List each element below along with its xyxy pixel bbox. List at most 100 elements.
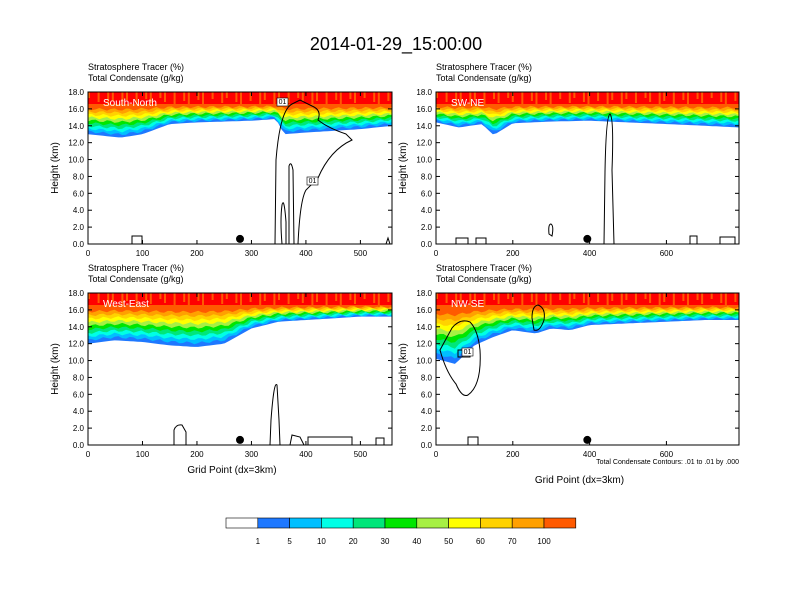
x-tick-label: 400 bbox=[583, 450, 597, 459]
x-tick-label: 500 bbox=[354, 249, 368, 258]
tracer-streak bbox=[587, 92, 590, 106]
condensate-contour bbox=[375, 437, 385, 445]
tracer-streak bbox=[235, 293, 238, 303]
tracer-streak bbox=[173, 293, 176, 307]
tracer-streak bbox=[597, 92, 600, 101]
contour-label: 01 bbox=[279, 99, 287, 106]
tracer-streak bbox=[387, 293, 390, 302]
tracer-streak bbox=[173, 92, 176, 106]
colorbar-label: 100 bbox=[537, 537, 551, 546]
condensate-contour bbox=[603, 113, 615, 244]
tracer-streak bbox=[511, 293, 514, 303]
tracer-streak bbox=[111, 92, 114, 101]
tracer-streak bbox=[611, 293, 614, 301]
tracer-streak bbox=[211, 92, 214, 99]
panel-south-north: 01 01 South-North Stratosphere Tracer (%)To… bbox=[50, 62, 393, 258]
tracer-streak bbox=[483, 293, 486, 305]
y-tick-label: 0.0 bbox=[73, 240, 85, 249]
colorbar-box bbox=[416, 517, 449, 529]
panel-title-tracer: Stratosphere Tracer (%) bbox=[436, 263, 532, 273]
condensate-contour bbox=[173, 424, 187, 445]
y-tick-label: 6.0 bbox=[421, 390, 433, 399]
colorbar-label: 50 bbox=[444, 537, 453, 546]
y-axis-label: Height (km) bbox=[50, 142, 61, 194]
plot-area: 01 bbox=[436, 293, 739, 445]
tracer-streak bbox=[339, 92, 342, 104]
condensate-contour bbox=[269, 383, 281, 445]
tracer-streak bbox=[559, 92, 562, 99]
y-tick-label: 12.0 bbox=[68, 139, 84, 148]
x-tick-label: 0 bbox=[86, 450, 91, 459]
colorbar-label: 5 bbox=[287, 537, 292, 546]
tracer-streak bbox=[202, 293, 204, 305]
y-tick-label: 10.0 bbox=[416, 156, 432, 165]
y-tick-label: 6.0 bbox=[73, 189, 85, 198]
tracer-streak bbox=[263, 293, 266, 301]
tracer-streak bbox=[530, 293, 533, 302]
tracer-streak bbox=[696, 293, 699, 300]
tracer-streak bbox=[354, 293, 356, 304]
tracer-streak bbox=[273, 92, 276, 104]
tracer-streak bbox=[339, 293, 342, 305]
tracer-streak bbox=[686, 92, 689, 104]
tracer-streak bbox=[663, 293, 666, 302]
colorbar-label: 40 bbox=[412, 537, 421, 546]
panel-title-condensate: Total Condensate (g/kg) bbox=[88, 73, 184, 83]
tracer-streak bbox=[644, 293, 647, 299]
y-tick-label: 4.0 bbox=[421, 407, 433, 416]
tracer-streak bbox=[625, 92, 628, 99]
tracer-streak bbox=[686, 293, 689, 305]
tracer-streak bbox=[734, 293, 737, 302]
y-tick-label: 0.0 bbox=[421, 240, 433, 249]
tracer-streak bbox=[582, 293, 585, 303]
colorbar-box bbox=[448, 517, 481, 529]
tracer-streak bbox=[459, 293, 462, 302]
x-tick-label: 300 bbox=[245, 450, 259, 459]
plot-frame bbox=[87, 91, 393, 245]
tracer-streak bbox=[663, 92, 666, 101]
tracer-streak bbox=[316, 92, 318, 101]
tracer-streak bbox=[149, 92, 152, 103]
tracer-streak bbox=[597, 293, 600, 302]
y-tick-label: 0.0 bbox=[421, 441, 433, 450]
y-tick-label: 18.0 bbox=[68, 289, 84, 298]
tracer-streak bbox=[273, 293, 276, 305]
y-tick-label: 4.0 bbox=[73, 206, 85, 215]
condensate-contour bbox=[689, 235, 698, 244]
tracer-streak bbox=[549, 293, 552, 305]
tracer-streak bbox=[187, 92, 190, 105]
colorbar-box bbox=[384, 517, 418, 529]
tracer-streak bbox=[259, 293, 262, 306]
condensate-contour bbox=[531, 304, 545, 331]
tracer-streak bbox=[240, 293, 242, 307]
plot-frame bbox=[435, 292, 740, 446]
location-marker bbox=[236, 435, 244, 444]
x-tick-label: 0 bbox=[86, 249, 91, 258]
tracer-streak bbox=[469, 92, 472, 105]
tracer-streak bbox=[164, 293, 166, 303]
tracer-streak bbox=[620, 92, 623, 104]
tracer-streak bbox=[259, 92, 262, 105]
tracer-streak bbox=[682, 293, 685, 301]
y-tick-label: 16.0 bbox=[416, 306, 432, 315]
region-label: West-East bbox=[103, 299, 149, 310]
tracer-streak bbox=[377, 92, 380, 106]
tracer-streak bbox=[301, 293, 304, 303]
tracer-streak bbox=[126, 293, 128, 301]
tracer-streak bbox=[573, 92, 576, 98]
tracer-streak bbox=[649, 92, 652, 102]
tracer-streak bbox=[297, 293, 300, 299]
y-tick-label: 16.0 bbox=[68, 105, 84, 114]
y-tick-label: 10.0 bbox=[68, 156, 84, 165]
condensate-contour bbox=[274, 99, 353, 244]
panel-title-condensate: Total Condensate (g/kg) bbox=[436, 274, 532, 284]
contour-footnote: Total Condensate Contours: .01 to .01 by… bbox=[596, 459, 739, 466]
y-axis-label: Height (km) bbox=[398, 343, 409, 395]
tracer-streak bbox=[97, 92, 100, 102]
tracer-streak bbox=[701, 92, 704, 103]
y-tick-label: 2.0 bbox=[421, 223, 433, 232]
tracer-streak bbox=[88, 92, 90, 98]
tracer-streak bbox=[658, 293, 661, 307]
tracer-streak bbox=[582, 92, 585, 102]
